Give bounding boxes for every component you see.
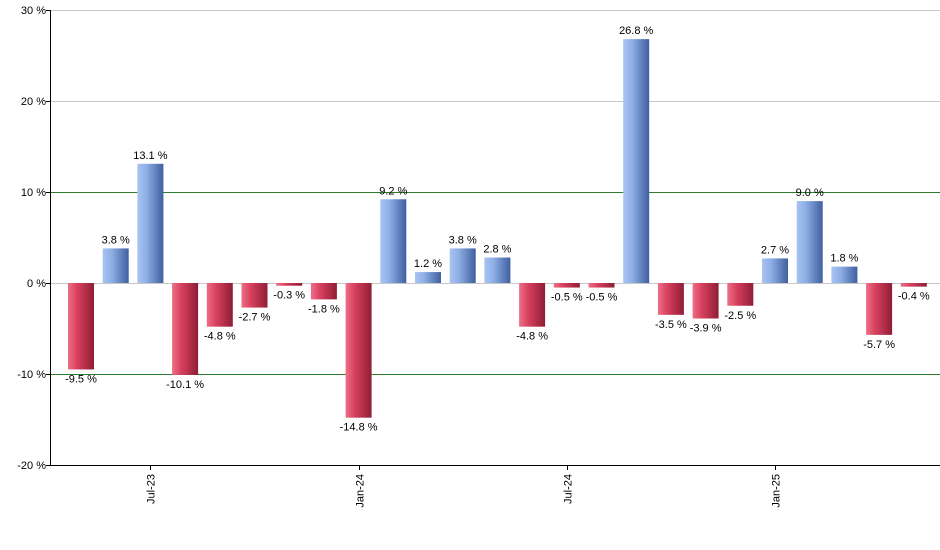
bar	[553, 283, 580, 288]
bar	[831, 266, 858, 283]
data-label: -4.8 %	[204, 331, 236, 343]
data-label: -0.4 %	[898, 291, 930, 303]
data-label: -10.1 %	[166, 379, 204, 391]
data-label: -2.7 %	[239, 312, 271, 324]
bar	[692, 283, 719, 319]
data-label: 9.0 %	[796, 187, 824, 199]
y-tick-label: 30 %	[21, 5, 46, 17]
x-tick-label: Jan-24	[355, 474, 367, 508]
bar	[657, 283, 684, 315]
bar	[900, 283, 927, 287]
bar	[68, 283, 94, 370]
bar	[762, 258, 788, 283]
bar	[137, 163, 164, 283]
gridlines	[50, 10, 940, 375]
bar	[415, 272, 441, 283]
data-label: -5.7 %	[863, 339, 895, 351]
data-label: -14.8 %	[340, 422, 378, 434]
data-label: 1.8 %	[830, 253, 858, 265]
data-label: 1.2 %	[414, 258, 442, 270]
data-label: -0.3 %	[273, 290, 305, 302]
x-tick-label: Jul-23	[146, 474, 158, 504]
bar	[241, 283, 268, 308]
bar	[310, 283, 337, 300]
bar	[345, 283, 372, 418]
bars	[68, 39, 927, 418]
data-label: 2.7 %	[761, 244, 789, 256]
bar	[102, 248, 129, 283]
bar	[623, 39, 650, 284]
data-label: -0.5 %	[586, 292, 618, 304]
y-tick-label: 20 %	[21, 96, 46, 108]
bar	[276, 283, 303, 286]
bar	[206, 283, 233, 327]
axes: 30 % 20 % 10 % 0 % -10 % -20 % Jul-23 Jan-24 Jul…	[17, 5, 940, 508]
data-label: -3.5 %	[655, 319, 687, 331]
bar	[727, 283, 754, 306]
data-label: -1.8 %	[308, 303, 340, 315]
data-label: -2.5 %	[724, 310, 756, 322]
bar	[588, 283, 615, 288]
bar	[519, 283, 546, 327]
data-label: 3.8 %	[449, 234, 477, 246]
data-label: 3.8 %	[102, 234, 130, 246]
data-label: -0.5 %	[551, 292, 583, 304]
y-tick-label: -20 %	[17, 460, 46, 472]
bar	[796, 201, 823, 283]
bar	[380, 199, 407, 283]
x-tick-label: Jan-25	[771, 474, 783, 508]
bar	[449, 248, 476, 283]
bar	[484, 257, 511, 283]
y-tick-label: 10 %	[21, 187, 46, 199]
bar	[866, 283, 893, 335]
data-label: -3.9 %	[690, 322, 722, 334]
x-tick-label: Jul-24	[563, 474, 575, 504]
data-label: -9.5 %	[65, 373, 97, 385]
y-tick-label: 0 %	[27, 278, 46, 290]
y-tick-label: -10 %	[17, 369, 46, 381]
bar	[172, 283, 199, 375]
data-label: 2.8 %	[483, 244, 511, 256]
data-label: 26.8 %	[619, 25, 653, 37]
data-label: 13.1 %	[133, 150, 167, 162]
data-label: -4.8 %	[516, 331, 548, 343]
data-label: 9.2 %	[379, 185, 407, 197]
data-labels: -9.5 %3.8 %13.1 %-10.1 %-4.8 %-2.7 %-0.3…	[65, 25, 930, 434]
